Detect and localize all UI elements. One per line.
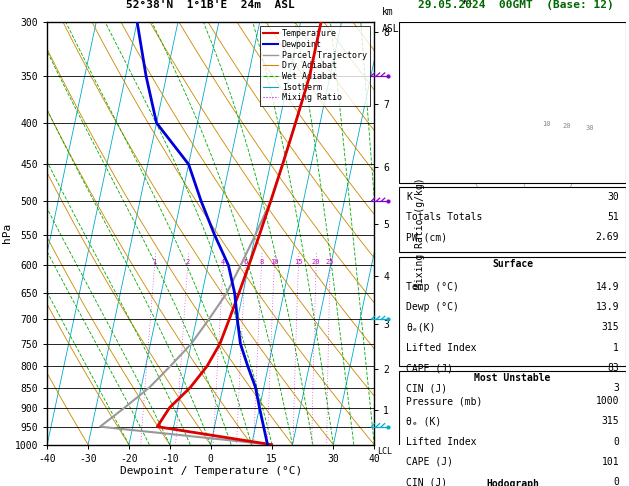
Text: Mixing Ratio (g/kg): Mixing Ratio (g/kg) xyxy=(415,177,425,289)
Text: 2.69: 2.69 xyxy=(596,232,619,243)
Legend: Temperature, Dewpoint, Parcel Trajectory, Dry Adiabat, Wet Adiabat, Isotherm, Mi: Temperature, Dewpoint, Parcel Trajectory… xyxy=(260,26,370,105)
Text: Lifted Index: Lifted Index xyxy=(406,343,477,353)
Text: 14.9: 14.9 xyxy=(596,282,619,292)
Text: Totals Totals: Totals Totals xyxy=(406,212,482,222)
Text: Pressure (mb): Pressure (mb) xyxy=(406,396,482,406)
FancyBboxPatch shape xyxy=(399,22,626,183)
Text: 6: 6 xyxy=(243,260,247,265)
Text: ASL: ASL xyxy=(382,24,399,34)
Text: 30: 30 xyxy=(586,125,594,131)
Text: 20: 20 xyxy=(312,260,320,265)
Text: Hodograph: Hodograph xyxy=(486,479,539,486)
Text: CAPE (J): CAPE (J) xyxy=(406,457,454,467)
FancyBboxPatch shape xyxy=(399,187,626,252)
Text: LCL: LCL xyxy=(377,447,392,456)
Text: Lifted Index: Lifted Index xyxy=(406,436,477,447)
Text: 52°38'N  1°1B'E  24m  ASL: 52°38'N 1°1B'E 24m ASL xyxy=(126,0,295,10)
Text: 51: 51 xyxy=(608,212,619,222)
Text: 1: 1 xyxy=(613,343,619,353)
Text: 1: 1 xyxy=(152,260,157,265)
Text: 30: 30 xyxy=(608,192,619,202)
Text: 15: 15 xyxy=(294,260,303,265)
Y-axis label: hPa: hPa xyxy=(2,223,12,243)
Text: Most Unstable: Most Unstable xyxy=(474,373,551,383)
Text: 13.9: 13.9 xyxy=(596,302,619,312)
Text: 0: 0 xyxy=(613,477,619,486)
FancyBboxPatch shape xyxy=(399,476,626,486)
FancyBboxPatch shape xyxy=(399,257,626,366)
Text: 1000: 1000 xyxy=(596,396,619,406)
Text: 315: 315 xyxy=(601,417,619,426)
Text: CIN (J): CIN (J) xyxy=(406,477,447,486)
Text: CIN (J): CIN (J) xyxy=(406,383,447,393)
Text: 10: 10 xyxy=(270,260,279,265)
Text: 101: 101 xyxy=(601,457,619,467)
Text: Surface: Surface xyxy=(492,259,533,269)
Text: K: K xyxy=(406,192,412,202)
Text: 20: 20 xyxy=(563,123,571,129)
Text: 29.05.2024  00GMT  (Base: 12): 29.05.2024 00GMT (Base: 12) xyxy=(418,0,614,10)
Text: PW (cm): PW (cm) xyxy=(406,232,447,243)
Text: 0: 0 xyxy=(613,436,619,447)
Text: θₑ(K): θₑ(K) xyxy=(406,323,436,332)
Text: θₑ (K): θₑ (K) xyxy=(406,417,442,426)
Text: Temp (°C): Temp (°C) xyxy=(406,282,459,292)
Text: CAPE (J): CAPE (J) xyxy=(406,363,454,373)
Text: 2: 2 xyxy=(186,260,190,265)
Text: 83: 83 xyxy=(608,363,619,373)
Text: Dewp (°C): Dewp (°C) xyxy=(406,302,459,312)
FancyBboxPatch shape xyxy=(399,371,626,472)
Text: 25: 25 xyxy=(326,260,335,265)
Text: 10: 10 xyxy=(542,121,551,127)
Text: kt: kt xyxy=(463,0,473,5)
X-axis label: Dewpoint / Temperature (°C): Dewpoint / Temperature (°C) xyxy=(120,467,302,476)
Text: 8: 8 xyxy=(259,260,264,265)
Text: 3: 3 xyxy=(613,383,619,393)
Text: 315: 315 xyxy=(601,323,619,332)
Text: 4: 4 xyxy=(221,260,225,265)
Text: km: km xyxy=(382,7,394,17)
